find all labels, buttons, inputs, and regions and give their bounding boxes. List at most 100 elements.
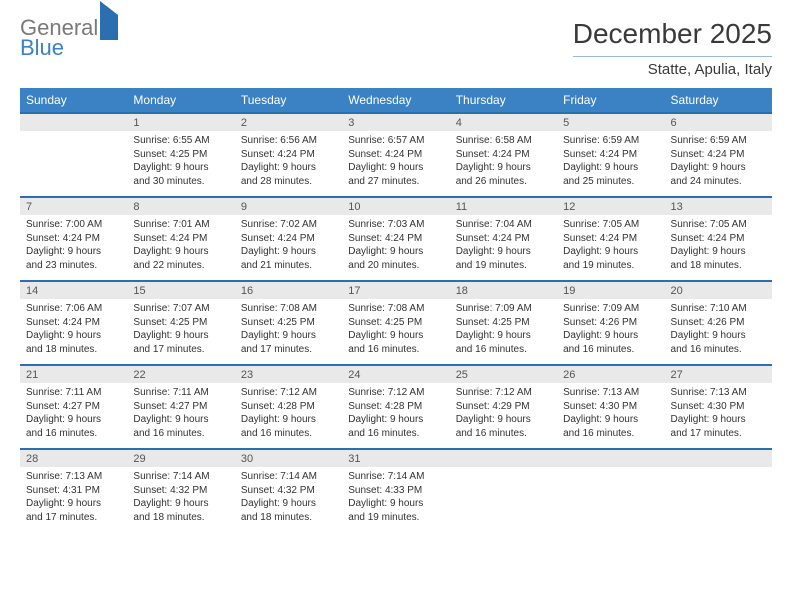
day-detail: Sunrise: 7:09 AMSunset: 4:25 PMDaylight:…: [450, 299, 557, 365]
day-number: 20: [665, 281, 772, 299]
week-detailrow: Sunrise: 7:06 AMSunset: 4:24 PMDaylight:…: [20, 299, 772, 365]
daylight-2: and 16 minutes.: [563, 343, 658, 357]
day-detail: Sunrise: 7:13 AMSunset: 4:31 PMDaylight:…: [20, 467, 127, 532]
sunset: Sunset: 4:25 PM: [456, 316, 551, 330]
daylight-2: and 20 minutes.: [348, 259, 443, 273]
day-number: 7: [20, 197, 127, 215]
logo-line2: Blue: [20, 35, 64, 60]
sunrise: Sunrise: 6:56 AM: [241, 134, 336, 148]
daylight-1: Daylight: 9 hours: [671, 161, 766, 175]
day-detail: Sunrise: 7:02 AMSunset: 4:24 PMDaylight:…: [235, 215, 342, 281]
sunrise: Sunrise: 7:13 AM: [26, 470, 121, 484]
sunrise: Sunrise: 7:14 AM: [348, 470, 443, 484]
day-number: [20, 113, 127, 131]
sunrise: Sunrise: 7:13 AM: [671, 386, 766, 400]
daylight-2: and 17 minutes.: [26, 511, 121, 525]
day-number: 12: [557, 197, 664, 215]
day-detail: Sunrise: 6:59 AMSunset: 4:24 PMDaylight:…: [557, 131, 664, 197]
daylight-1: Daylight: 9 hours: [348, 413, 443, 427]
sunrise: Sunrise: 7:01 AM: [133, 218, 228, 232]
daylight-2: and 18 minutes.: [26, 343, 121, 357]
day-detail: Sunrise: 7:08 AMSunset: 4:25 PMDaylight:…: [342, 299, 449, 365]
daylight-1: Daylight: 9 hours: [671, 413, 766, 427]
daylight-2: and 19 minutes.: [456, 259, 551, 273]
daylight-1: Daylight: 9 hours: [563, 413, 658, 427]
sunset: Sunset: 4:27 PM: [26, 400, 121, 414]
week-detailrow: Sunrise: 7:00 AMSunset: 4:24 PMDaylight:…: [20, 215, 772, 281]
daylight-1: Daylight: 9 hours: [348, 329, 443, 343]
logo: General Blue: [20, 18, 118, 58]
daylight-2: and 28 minutes.: [241, 175, 336, 189]
daylight-1: Daylight: 9 hours: [456, 413, 551, 427]
sunrise: Sunrise: 7:02 AM: [241, 218, 336, 232]
daylight-2: and 18 minutes.: [671, 259, 766, 273]
daylight-1: Daylight: 9 hours: [456, 245, 551, 259]
daylight-2: and 16 minutes.: [241, 427, 336, 441]
daylight-1: Daylight: 9 hours: [26, 497, 121, 511]
day-number: 10: [342, 197, 449, 215]
day-number: 24: [342, 365, 449, 383]
day-detail: Sunrise: 7:05 AMSunset: 4:24 PMDaylight:…: [665, 215, 772, 281]
daylight-2: and 19 minutes.: [348, 511, 443, 525]
day-number: 26: [557, 365, 664, 383]
daylight-2: and 16 minutes.: [348, 427, 443, 441]
sunset: Sunset: 4:24 PM: [133, 232, 228, 246]
daylight-2: and 22 minutes.: [133, 259, 228, 273]
sunset: Sunset: 4:25 PM: [133, 148, 228, 162]
day-detail: Sunrise: 6:58 AMSunset: 4:24 PMDaylight:…: [450, 131, 557, 197]
day-detail: Sunrise: 7:11 AMSunset: 4:27 PMDaylight:…: [20, 383, 127, 449]
daylight-2: and 17 minutes.: [133, 343, 228, 357]
day-number: 27: [665, 365, 772, 383]
daylight-1: Daylight: 9 hours: [241, 329, 336, 343]
sunset: Sunset: 4:25 PM: [348, 316, 443, 330]
daylight-2: and 25 minutes.: [563, 175, 658, 189]
sunrise: Sunrise: 6:55 AM: [133, 134, 228, 148]
week-numrow: 28293031: [20, 449, 772, 467]
logo-triangle-icon: [100, 1, 118, 40]
day-number: 14: [20, 281, 127, 299]
week-detailrow: Sunrise: 6:55 AMSunset: 4:25 PM Daylight:…: [20, 131, 772, 197]
day-number: 4: [450, 113, 557, 131]
sunset: Sunset: 4:24 PM: [241, 232, 336, 246]
sunrise: Sunrise: 7:04 AM: [456, 218, 551, 232]
weekday-header: SundayMondayTuesdayWednesdayThursdayFrid…: [20, 88, 772, 113]
sunset: Sunset: 4:25 PM: [241, 316, 336, 330]
week-numrow: 123456: [20, 113, 772, 131]
day-number: [557, 449, 664, 467]
day-number: 17: [342, 281, 449, 299]
day-number: 5: [557, 113, 664, 131]
daylight-1: Daylight: 9 hours: [241, 245, 336, 259]
day-detail: Sunrise: 7:12 AMSunset: 4:28 PMDaylight:…: [342, 383, 449, 449]
day-number: 8: [127, 197, 234, 215]
sunrise: Sunrise: 6:59 AM: [563, 134, 658, 148]
logo-text: General Blue: [20, 18, 118, 58]
sunset: Sunset: 4:24 PM: [348, 232, 443, 246]
sunrise: Sunrise: 7:14 AM: [241, 470, 336, 484]
day-detail: Sunrise: 7:01 AMSunset: 4:24 PMDaylight:…: [127, 215, 234, 281]
day-number: [665, 449, 772, 467]
sunset: Sunset: 4:33 PM: [348, 484, 443, 498]
day-detail: Sunrise: 7:11 AMSunset: 4:27 PMDaylight:…: [127, 383, 234, 449]
day-number: 11: [450, 197, 557, 215]
day-detail: Sunrise: 6:55 AMSunset: 4:25 PMDaylight:…: [127, 131, 234, 197]
day-detail: Sunrise: 7:14 AMSunset: 4:32 PMDaylight:…: [127, 467, 234, 532]
weekday-thursday: Thursday: [450, 88, 557, 113]
daylight-1: Daylight: 9 hours: [133, 413, 228, 427]
day-detail: [450, 467, 557, 532]
sunrise: Sunrise: 7:05 AM: [563, 218, 658, 232]
sunset: Sunset: 4:26 PM: [671, 316, 766, 330]
day-detail: Sunrise: 6:57 AMSunset: 4:24 PMDaylight:…: [342, 131, 449, 197]
sunrise: Sunrise: 7:13 AM: [563, 386, 658, 400]
sunset: Sunset: 4:25 PM: [133, 316, 228, 330]
daylight-1: Daylight: 9 hours: [241, 497, 336, 511]
daylight-1: Daylight: 9 hours: [133, 329, 228, 343]
daylight-2: and 19 minutes.: [563, 259, 658, 273]
sunset: Sunset: 4:26 PM: [563, 316, 658, 330]
daylight-2: and 18 minutes.: [241, 511, 336, 525]
daylight-1: Daylight: 9 hours: [348, 497, 443, 511]
daylight-2: and 16 minutes.: [456, 343, 551, 357]
daylight-2: and 16 minutes.: [456, 427, 551, 441]
day-detail: Sunrise: 7:07 AMSunset: 4:25 PMDaylight:…: [127, 299, 234, 365]
sunrise: Sunrise: 7:05 AM: [671, 218, 766, 232]
day-detail: Sunrise: 7:08 AMSunset: 4:25 PMDaylight:…: [235, 299, 342, 365]
